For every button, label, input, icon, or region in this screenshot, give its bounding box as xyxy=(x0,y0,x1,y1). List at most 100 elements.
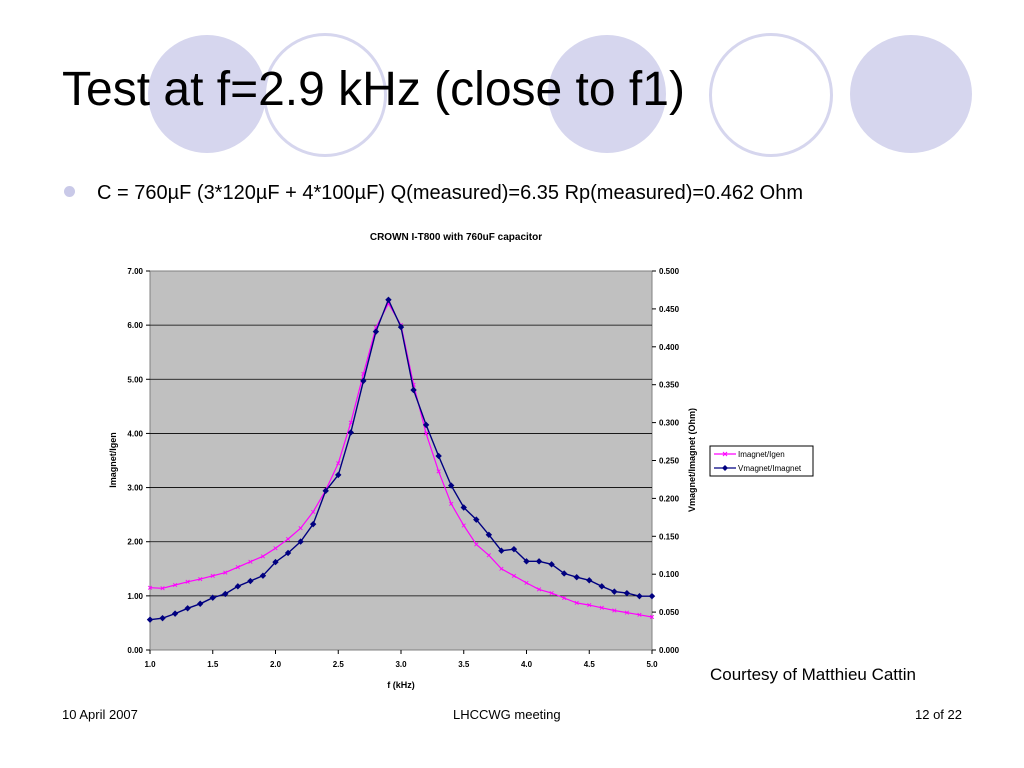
y2-tick-label: 0.450 xyxy=(659,305,680,314)
data-point-imagnet-igen xyxy=(524,580,529,585)
data-point-imagnet-igen xyxy=(612,608,617,613)
data-point-vmagnet-imagnet xyxy=(259,572,267,579)
data-point-imagnet-igen xyxy=(624,610,630,615)
data-point-vmagnet-imagnet xyxy=(234,583,242,590)
data-point-vmagnet-imagnet xyxy=(309,520,317,528)
y-tick-label: 3.00 xyxy=(127,484,143,493)
data-point-imagnet-igen xyxy=(637,612,642,617)
data-point-vmagnet-imagnet xyxy=(209,594,216,601)
data-point-vmagnet-imagnet xyxy=(598,583,605,590)
legend-marker-vmagnet-imagnet xyxy=(722,465,728,471)
data-point-vmagnet-imagnet xyxy=(485,531,493,538)
y2-tick-label: 0.150 xyxy=(659,532,680,541)
decor-circle xyxy=(148,35,266,153)
data-point-vmagnet-imagnet xyxy=(159,614,166,622)
data-point-vmagnet-imagnet xyxy=(448,482,455,489)
series-layer xyxy=(146,296,656,623)
data-point-imagnet-igen xyxy=(285,536,291,542)
y-tick-label: 7.00 xyxy=(127,267,143,276)
y2-tick-label: 0.250 xyxy=(659,457,680,466)
data-point-imagnet-igen xyxy=(273,546,278,551)
bullet-item: C = 760µF (3*120µF + 4*100µF) Q(measured… xyxy=(64,182,803,205)
data-point-vmagnet-imagnet xyxy=(347,429,354,436)
data-point-imagnet-igen xyxy=(210,573,215,578)
courtesy-note: Courtesy of Matthieu Cattin xyxy=(710,665,916,684)
x-tick-label: 5.0 xyxy=(646,660,658,669)
legend-box xyxy=(709,445,814,477)
data-point-vmagnet-imagnet xyxy=(523,558,530,565)
data-point-vmagnet-imagnet xyxy=(184,605,191,612)
y2-tick-label: 0.350 xyxy=(659,381,680,390)
data-point-imagnet-igen xyxy=(499,566,504,571)
data-point-imagnet-igen xyxy=(311,509,316,515)
legend-marker-imagnet-igen xyxy=(722,451,728,457)
y2-tick-label: 0.400 xyxy=(659,343,680,352)
data-point-vmagnet-imagnet xyxy=(247,577,254,585)
data-point-vmagnet-imagnet xyxy=(360,377,367,385)
data-point-imagnet-igen xyxy=(587,602,592,608)
data-point-vmagnet-imagnet xyxy=(460,504,467,511)
legend-label-imagnet-igen: Imagnet/Igen xyxy=(738,450,785,459)
y2-tick-label: 0.200 xyxy=(659,494,680,503)
data-point-vmagnet-imagnet xyxy=(636,592,643,600)
data-point-imagnet-igen xyxy=(599,605,604,610)
tick-labels: 0.00 1.00 2.00 3.00 4.00 5.00 6.00 7.00 0.000 0.0… xyxy=(127,267,679,669)
data-point-vmagnet-imagnet xyxy=(372,328,380,335)
data-point-imagnet-igen xyxy=(536,587,542,592)
bullet-text: C = 760µF (3*120µF + 4*100µF) Q(measured… xyxy=(97,182,804,204)
data-point-vmagnet-imagnet xyxy=(335,471,342,479)
data-point-imagnet-igen xyxy=(649,614,655,620)
data-point-vmagnet-imagnet xyxy=(648,592,656,600)
data-point-imagnet-igen xyxy=(248,559,253,564)
data-point-imagnet-igen xyxy=(436,469,441,474)
data-point-vmagnet-imagnet xyxy=(171,610,179,617)
data-point-vmagnet-imagnet xyxy=(473,516,480,523)
data-point-vmagnet-imagnet xyxy=(611,588,618,595)
plot-area xyxy=(149,270,653,651)
data-point-imagnet-igen xyxy=(348,420,353,425)
data-point-imagnet-igen xyxy=(423,431,429,436)
data-point-vmagnet-imagnet xyxy=(435,452,442,460)
data-point-vmagnet-imagnet xyxy=(410,386,417,394)
axes xyxy=(146,270,656,654)
y-tick-label: 0.00 xyxy=(127,646,143,655)
data-point-vmagnet-imagnet xyxy=(297,538,304,545)
data-point-vmagnet-imagnet xyxy=(623,589,631,597)
data-point-imagnet-igen xyxy=(223,570,228,575)
legend-label-vmagnet-imagnet: Vmagnet/Imagnet xyxy=(738,464,802,473)
decor-circle xyxy=(850,35,972,153)
y2-axis-label: Vmagnet/Imagnet (Ohm) xyxy=(687,408,697,512)
chart-title: CROWN I-T800 with 760uF capacitor xyxy=(370,232,542,243)
y-tick-label: 4.00 xyxy=(127,429,143,438)
data-point-imagnet-igen xyxy=(198,576,203,582)
x-axis-label: f (kHz) xyxy=(387,680,415,690)
data-point-vmagnet-imagnet xyxy=(422,421,430,429)
data-point-imagnet-igen xyxy=(549,591,554,596)
data-point-vmagnet-imagnet xyxy=(535,558,543,565)
data-point-vmagnet-imagnet xyxy=(573,574,580,581)
data-point-vmagnet-imagnet xyxy=(498,547,505,554)
data-point-imagnet-igen xyxy=(562,595,567,601)
data-point-vmagnet-imagnet xyxy=(397,323,405,331)
data-point-vmagnet-imagnet xyxy=(272,558,279,566)
data-point-imagnet-igen xyxy=(160,586,165,591)
data-point-imagnet-igen xyxy=(474,542,479,547)
data-point-imagnet-igen xyxy=(172,582,178,588)
data-point-imagnet-igen xyxy=(298,526,303,531)
x-tick-label: 2.5 xyxy=(333,660,345,669)
y-tick-label: 5.00 xyxy=(127,375,143,384)
x-tick-label: 4.5 xyxy=(584,660,596,669)
data-point-vmagnet-imagnet xyxy=(197,600,204,607)
bullet-icon xyxy=(64,186,75,198)
data-point-imagnet-igen xyxy=(147,585,153,590)
y-tick-label: 1.00 xyxy=(127,592,143,601)
legend: Imagnet/Igen Vmagnet/Imagnet xyxy=(709,445,814,477)
footer-date: 10 April 2007 xyxy=(62,707,138,722)
data-point-imagnet-igen xyxy=(336,461,341,466)
data-point-imagnet-igen xyxy=(260,554,266,559)
slide-title: Test at f=2.9 kHz (close to f1) xyxy=(62,63,685,116)
data-point-vmagnet-imagnet xyxy=(284,549,292,557)
data-point-vmagnet-imagnet xyxy=(385,296,392,304)
y2-tick-label: 0.500 xyxy=(659,267,680,276)
y2-tick-label: 0.100 xyxy=(659,570,680,579)
